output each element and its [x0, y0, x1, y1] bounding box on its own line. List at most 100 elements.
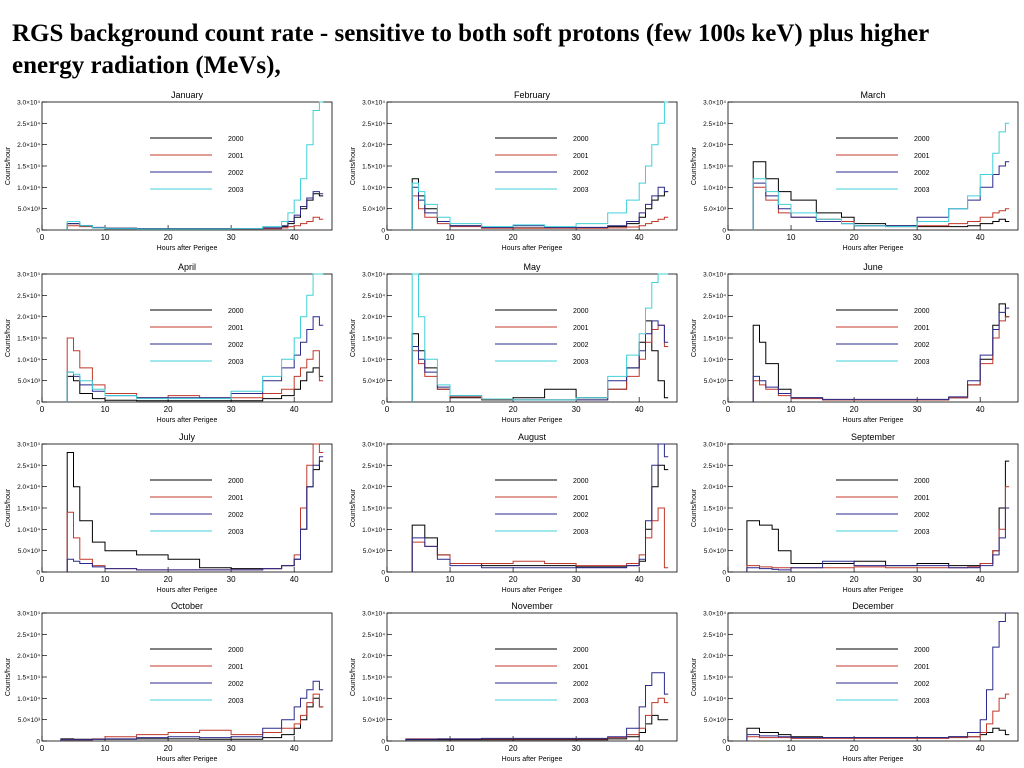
y-axis-label: Counts/hour [5, 657, 12, 696]
y-tick-label: 2.0×10⁴ [362, 314, 385, 321]
plot-frame [41, 273, 333, 403]
series-line-2002 [746, 507, 1010, 572]
y-axis-label: Counts/hour [350, 488, 357, 527]
legend-label-2002: 2002 [573, 512, 589, 519]
y-axis-label: Counts/hour [691, 146, 698, 185]
series-line-2001 [66, 443, 324, 572]
y-tick-label: 2.5×10⁴ [17, 463, 40, 470]
x-tick-label: 30 [227, 233, 236, 242]
y-tick-label: 1.5×10⁴ [17, 336, 40, 343]
x-tick-label: 20 [164, 405, 173, 414]
chart-december: December 0 10 20 30 40 0 5.0×10³ 1.0×10⁴ 1.5×10⁴ 2… [686, 597, 1024, 767]
x-tick-label: 30 [913, 575, 922, 584]
series-line-2001 [66, 337, 324, 402]
x-tick-label: 10 [101, 233, 110, 242]
series-line-2000 [746, 460, 1010, 572]
chart-svg-december: December 0 10 20 30 40 0 5.0×10³ 1.0×10⁴ 1.5×10⁴ 2… [691, 601, 1019, 763]
legend-label-2002: 2002 [914, 170, 930, 177]
series-line-2001 [752, 316, 1010, 402]
x-tick-label: 20 [164, 744, 173, 753]
chart-title: March [860, 90, 885, 100]
chart-svg-february: February 0 10 20 30 40 0 5.0×10³ 1.0×10⁴ 1.5×10⁴ 2… [350, 90, 678, 252]
x-tick-label: 40 [976, 575, 985, 584]
x-tick-label: 0 [385, 575, 390, 584]
chart-svg-january: January 0 10 20 30 40 0 5.0×10³ 1.0×10⁴ 1.5×10⁴ 2.… [5, 90, 333, 252]
chart-title: August [518, 432, 547, 442]
y-axis-label: Counts/hour [691, 657, 698, 696]
x-tick-label: 20 [850, 405, 859, 414]
plot-frame [727, 273, 1019, 403]
x-axis-label: Hours after Perigee [502, 245, 563, 252]
x-tick-label: 0 [385, 233, 390, 242]
y-tick-label: 1.5×10⁴ [17, 506, 40, 513]
series-line-2003 [411, 273, 669, 402]
legend-label-2001: 2001 [914, 495, 930, 502]
y-tick-label: 5.0×10³ [704, 206, 727, 213]
y-tick-label: 1.5×10⁴ [703, 506, 726, 513]
x-axis-label: Hours after Perigee [843, 756, 904, 763]
y-tick-label: 5.0×10³ [704, 548, 727, 555]
x-tick-label: 20 [509, 744, 518, 753]
x-tick-label: 40 [290, 744, 299, 753]
series-line-2000 [411, 464, 669, 572]
x-tick-label: 30 [572, 575, 581, 584]
series-line-2000 [752, 303, 1010, 402]
x-tick-label: 10 [101, 575, 110, 584]
y-tick-label: 2.5×10⁴ [362, 463, 385, 470]
x-tick-label: 30 [572, 405, 581, 414]
y-tick-label: 5.0×10³ [363, 717, 386, 724]
y-tick-label: 1.0×10⁴ [362, 357, 385, 364]
y-tick-label: 2.5×10⁴ [362, 293, 385, 300]
x-tick-label: 0 [726, 744, 731, 753]
chart-title: October [171, 601, 203, 611]
y-tick-label: 3.0×10⁴ [362, 100, 385, 107]
x-tick-label: 40 [290, 405, 299, 414]
series-line-2003 [66, 273, 324, 402]
y-tick-label: 0 [381, 228, 385, 235]
legend-label-2000: 2000 [228, 647, 244, 654]
y-tick-label: 0 [722, 739, 726, 746]
y-axis-label: Counts/hour [350, 318, 357, 357]
plot-frame [386, 273, 678, 403]
y-tick-label: 2.5×10⁴ [703, 463, 726, 470]
legend-label-2002: 2002 [228, 170, 244, 177]
x-axis-label: Hours after Perigee [843, 587, 904, 594]
x-tick-label: 30 [227, 744, 236, 753]
y-tick-label: 2.5×10⁴ [703, 293, 726, 300]
y-tick-label: 2.0×10⁴ [362, 142, 385, 149]
legend-label-2001: 2001 [914, 664, 930, 671]
y-tick-label: 2.5×10⁴ [362, 121, 385, 128]
x-tick-label: 10 [446, 233, 455, 242]
slide-title-line-2: energy radiation (MeVs), [12, 52, 281, 79]
legend-label-2002: 2002 [573, 342, 589, 349]
y-tick-label: 2.0×10⁴ [17, 653, 40, 660]
chart-svg-april: April 0 10 20 30 40 0 5.0×10³ 1.0×10⁴ 1.5×10⁴ 2.0×… [5, 262, 333, 424]
chart-january: January 0 10 20 30 40 0 5.0×10³ 1.0×10⁴ 1.5×10⁴ 2.… [0, 86, 338, 256]
legend-label-2000: 2000 [573, 308, 589, 315]
legend-label-2001: 2001 [573, 664, 589, 671]
chart-svg-march: March 0 10 20 30 40 0 5.0×10³ 1.0×10⁴ 1.5×10⁴ 2.0×… [691, 90, 1019, 252]
chart-title: July [179, 432, 196, 442]
y-tick-label: 0 [36, 400, 40, 407]
series-line-2000 [752, 161, 1010, 230]
series-line-2002 [66, 456, 324, 572]
y-tick-label: 1.5×10⁴ [703, 675, 726, 682]
legend-label-2003: 2003 [914, 698, 930, 705]
x-tick-label: 40 [976, 233, 985, 242]
legend-label-2001: 2001 [228, 153, 244, 160]
x-tick-label: 20 [850, 744, 859, 753]
y-tick-label: 1.5×10⁴ [362, 336, 385, 343]
legend-label-2001: 2001 [573, 153, 589, 160]
chart-svg-september: September 0 10 20 30 40 0 5.0×10³ 1.0×10⁴ 1.5×10⁴… [691, 432, 1019, 594]
y-tick-label: 3.0×10⁴ [362, 611, 385, 618]
legend-label-2000: 2000 [914, 136, 930, 143]
legend-label-2001: 2001 [228, 495, 244, 502]
legend-label-2000: 2000 [914, 478, 930, 485]
series-line-2000 [66, 452, 324, 572]
x-tick-label: 20 [164, 233, 173, 242]
chart-title: May [523, 262, 541, 272]
x-tick-label: 20 [509, 233, 518, 242]
y-tick-label: 3.0×10⁴ [703, 272, 726, 279]
y-tick-label: 3.0×10⁴ [703, 611, 726, 618]
y-tick-label: 3.0×10⁴ [17, 442, 40, 449]
